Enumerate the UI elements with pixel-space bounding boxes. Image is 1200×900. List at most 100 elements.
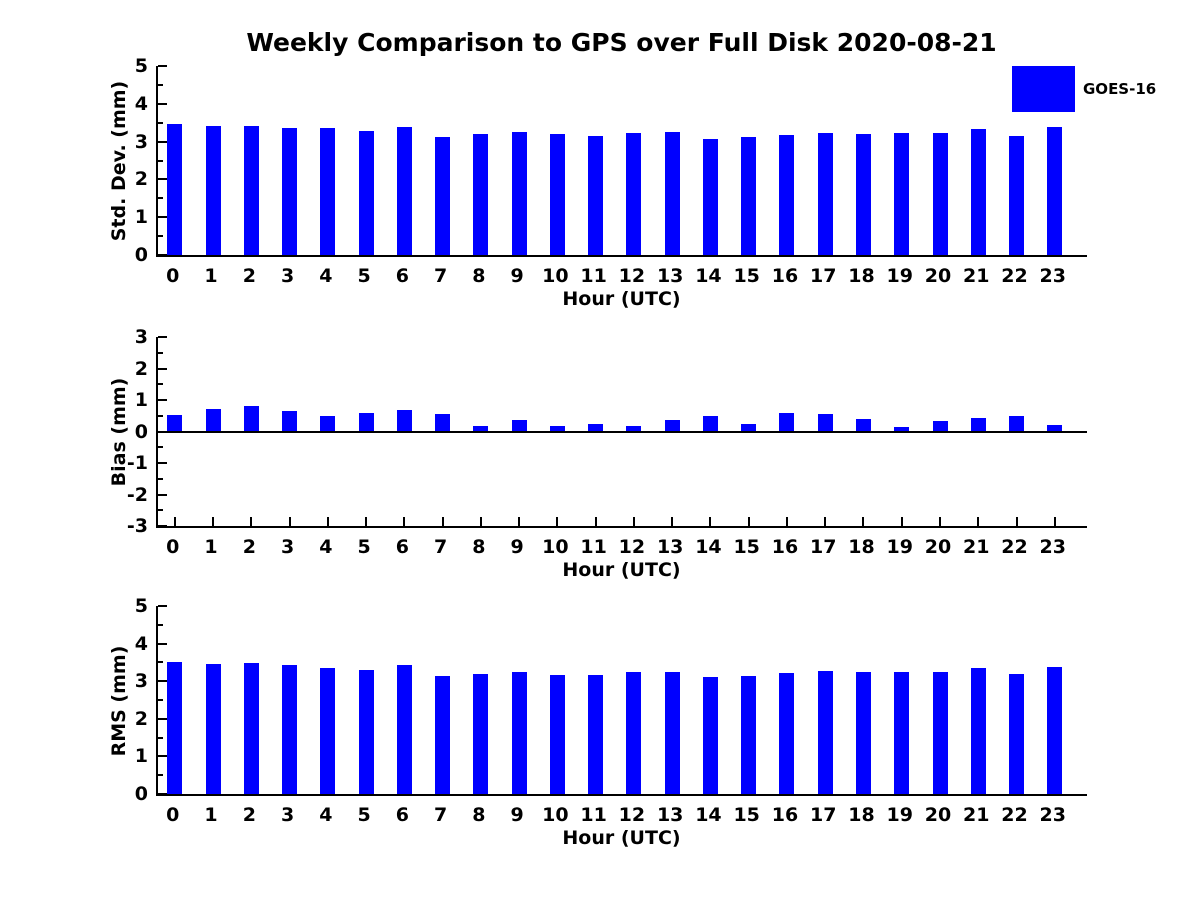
y-tick-label: 1: [134, 206, 148, 229]
y-tick-label: -1: [126, 452, 148, 474]
x-tick: [862, 517, 865, 526]
y-minor-tick: [158, 121, 163, 124]
bar: [282, 665, 298, 794]
x-tick: [977, 517, 980, 526]
bar: [588, 135, 604, 255]
bar: [243, 126, 259, 255]
x-tick-label: 9: [510, 265, 524, 287]
x-tick-label: 11: [580, 536, 607, 558]
rms-x-axis-title: Hour (UTC): [562, 827, 681, 849]
y-tick: [158, 493, 167, 496]
x-tick-label: 9: [510, 536, 524, 558]
x-tick-label: 7: [433, 265, 448, 287]
y-tick: [158, 462, 167, 464]
y-tick: [158, 336, 167, 338]
y-tick-label: 3: [134, 670, 148, 693]
y-minor-tick: [158, 623, 163, 626]
y-tick: [158, 216, 167, 219]
x-tick-label: 5: [357, 265, 371, 287]
x-tick-label: 22: [1001, 536, 1028, 558]
x-tick: [785, 517, 788, 526]
bar: [473, 426, 489, 432]
y-tick-label: 1: [134, 745, 148, 768]
x-tick-label: 10: [542, 804, 569, 826]
bar: [243, 405, 259, 432]
bar: [894, 132, 910, 255]
bar: [358, 412, 374, 432]
y-tick-label: 1: [134, 389, 148, 411]
y-tick-label: 3: [134, 326, 148, 348]
x-tick-label: 21: [963, 536, 990, 558]
x-tick-label: 17: [809, 804, 837, 826]
x-tick-label: 1: [204, 804, 218, 826]
bar: [320, 668, 336, 794]
bar: [549, 674, 565, 794]
y-minor-tick: [158, 159, 163, 162]
bar: [702, 138, 718, 255]
y-tick: [158, 642, 167, 645]
y-minor-tick: [158, 383, 163, 386]
y-tick-label: -2: [126, 483, 148, 506]
bar: [779, 135, 795, 255]
x-tick-label: 0: [166, 804, 180, 826]
legend-label-goes16: GOES-16: [1083, 80, 1157, 98]
x-tick: [939, 517, 941, 526]
y-minor-tick: [158, 736, 163, 739]
x-tick: [403, 517, 406, 526]
y-tick: [158, 605, 167, 607]
bar: [626, 672, 642, 794]
x-tick-label: 20: [924, 804, 952, 826]
bar: [320, 416, 336, 432]
bar: [932, 132, 948, 255]
x-tick-label: 3: [280, 265, 295, 287]
bar: [320, 128, 336, 255]
y-tick-label: 2: [134, 168, 148, 191]
y-tick: [158, 367, 167, 370]
x-tick-label: 17: [809, 265, 837, 287]
x-tick-label: 5: [357, 536, 371, 558]
x-tick-label: 11: [580, 265, 607, 287]
x-tick-label: 0: [166, 265, 180, 287]
x-tick-label: 23: [1039, 536, 1066, 558]
x-tick: [173, 517, 176, 526]
x-tick: [709, 517, 712, 526]
x-tick-label: 19: [886, 536, 913, 558]
x-tick-label: 5: [357, 804, 371, 826]
bar: [970, 417, 986, 432]
x-tick-label: 16: [771, 536, 799, 558]
x-tick-label: 10: [542, 536, 569, 558]
x-tick-label: 7: [433, 804, 448, 826]
y-tick: [158, 755, 167, 758]
x-tick-label: 20: [924, 536, 952, 558]
bar: [205, 409, 221, 432]
x-tick-label: 4: [319, 804, 333, 826]
bar: [1047, 126, 1063, 255]
bar: [1047, 424, 1063, 432]
y-minor-tick: [158, 774, 163, 777]
x-tick-label: 4: [319, 265, 333, 287]
bar: [1009, 416, 1025, 432]
x-tick: [288, 517, 291, 526]
x-tick-label: 2: [242, 265, 256, 287]
bar: [282, 411, 298, 432]
x-tick-label: 1: [204, 536, 218, 558]
bar: [435, 413, 451, 432]
x-tick: [1053, 517, 1056, 526]
x-tick-label: 8: [472, 804, 486, 826]
bar: [894, 672, 910, 794]
bar: [396, 664, 412, 794]
bar: [473, 673, 489, 794]
bar: [511, 671, 527, 794]
x-tick-label: 3: [280, 804, 295, 826]
bar: [435, 675, 451, 794]
x-tick-label: 1: [204, 265, 218, 287]
x-tick-label: 15: [733, 536, 760, 558]
x-tick-label: 6: [395, 536, 409, 558]
bar: [205, 663, 221, 794]
y-tick: [158, 254, 167, 256]
legend-swatch-goes16: [1012, 66, 1075, 112]
x-tick-label: 21: [963, 804, 990, 826]
zero-line: [158, 430, 1087, 433]
x-tick-label: 23: [1039, 265, 1066, 287]
x-tick-label: 12: [618, 265, 646, 287]
